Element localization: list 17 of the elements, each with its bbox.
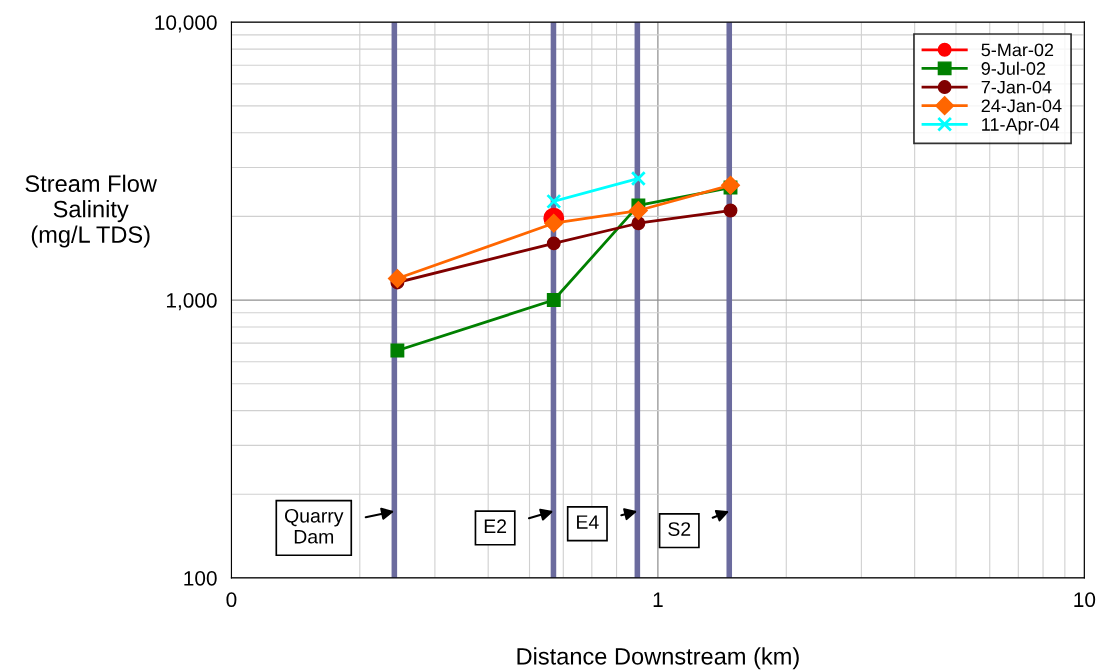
y-axis-title: Stream Flow Salinity (mg/L TDS) <box>25 174 157 248</box>
ref-line-label: E4 <box>577 515 599 529</box>
x-axis-title: Distance Downstream (km) <box>517 647 799 670</box>
legend-label: 11-Apr-04 <box>982 118 1060 135</box>
legend-label: 5-Mar-02 <box>981 43 1054 57</box>
y-tick-label: 100 <box>184 570 217 586</box>
y-tick-label: 10,000 <box>155 15 217 33</box>
legend-label: 7-Jan-04 <box>981 80 1052 94</box>
y-tick-label: 1,000 <box>166 293 217 311</box>
x-tick-label: 1 <box>653 592 663 607</box>
x-tick-label: 10 <box>1074 592 1096 608</box>
ref-line-label: Quarry Dam <box>284 508 344 544</box>
x-tick-label: 0 <box>226 592 237 608</box>
ref-line-label: S2 <box>668 522 691 536</box>
legend-label: 9-Jul-02 <box>981 61 1046 75</box>
legend-label: 24-Jan-04 <box>981 99 1062 113</box>
ref-line-label: E2 <box>484 519 507 533</box>
